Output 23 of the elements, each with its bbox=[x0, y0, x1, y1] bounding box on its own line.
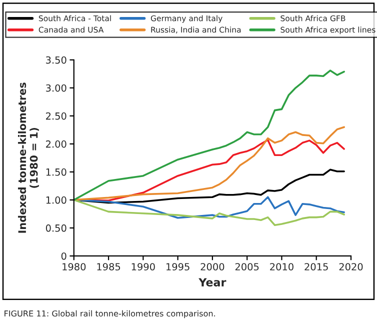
x-tick-label: 1995 bbox=[166, 263, 190, 270]
y-tick-label: 2.00 bbox=[46, 140, 66, 148]
caption: FIGURE 11: Global rail tonne-kilometres comparison. bbox=[4, 310, 215, 318]
line-series bbox=[74, 199, 345, 226]
x-tick-label: 2000 bbox=[200, 263, 224, 270]
y-axis-title: Indexed tonne-kilometres (1980 = 1) bbox=[18, 82, 39, 233]
x-tick-label: 1990 bbox=[132, 263, 155, 270]
y-tick-label: 0.50 bbox=[46, 224, 66, 232]
y-tick-label: 0 bbox=[61, 252, 66, 260]
x-tick-label: 2005 bbox=[235, 263, 259, 270]
line-series bbox=[74, 126, 345, 201]
y-tick-label: 1.50 bbox=[46, 168, 66, 176]
x-tick-label: 2015 bbox=[304, 263, 328, 270]
x-tick-label: 1980 bbox=[62, 263, 86, 270]
line-series bbox=[74, 70, 345, 201]
y-tick-label: 2.50 bbox=[46, 112, 66, 120]
x-tick-label: 2010 bbox=[270, 263, 294, 270]
y-tick-label: 3.50 bbox=[46, 56, 66, 64]
x-tick-label: 2020 bbox=[339, 263, 363, 270]
y-tick-label: 1.00 bbox=[46, 196, 66, 204]
x-tick-label: 1985 bbox=[97, 263, 120, 270]
x-axis-title: Year bbox=[198, 278, 226, 286]
y-tick-label: 3.00 bbox=[46, 84, 66, 92]
